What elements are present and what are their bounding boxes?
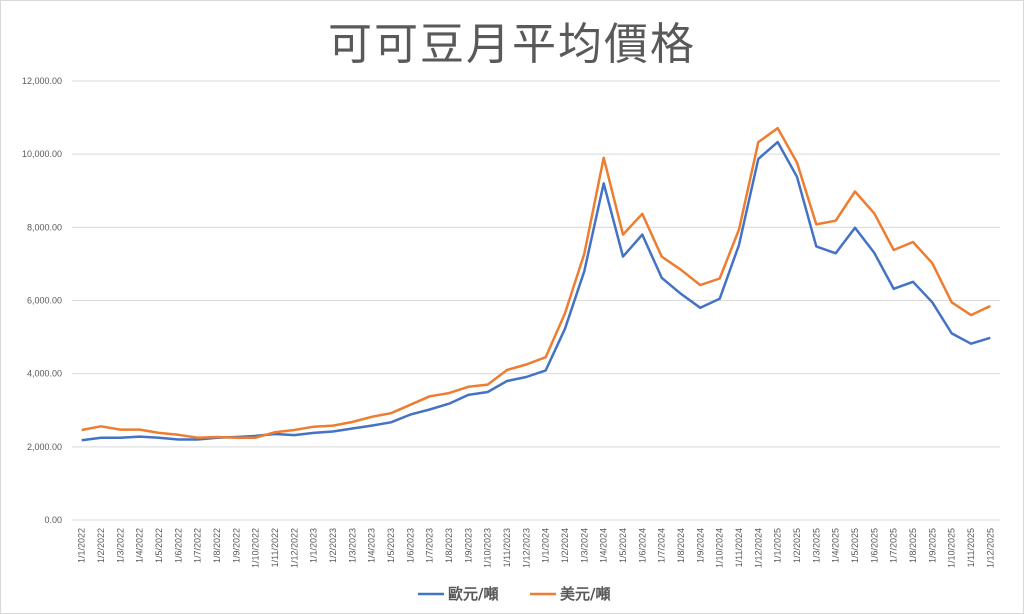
x-tick-label: 1/8/2023 [444,528,454,563]
series-line-1 [81,126,991,439]
x-tick-label: 1/6/2023 [405,528,415,563]
x-tick-label: 1/7/2022 [193,528,203,563]
y-tick-label: 4,000.00 [27,369,62,379]
x-tick-label: 1/3/2025 [811,528,821,563]
x-tick-label: 1/4/2023 [367,528,377,563]
x-tick-label: 1/4/2025 [831,528,841,563]
x-tick-label: 1/1/2024 [541,528,551,563]
x-tick-label: 1/2/2022 [96,528,106,563]
x-tick-label: 1/9/2024 [695,528,705,563]
x-tick-label: 1/5/2024 [618,528,628,563]
series-line-0 [81,140,991,442]
x-tick-label: 1/11/2022 [270,528,280,567]
x-tick-label: 1/10/2024 [715,528,725,568]
x-tick-label: 1/11/2025 [966,528,976,567]
gridlines [72,80,1000,521]
y-tick-label: 0.00 [44,515,62,525]
x-tick-label: 1/8/2022 [212,528,222,563]
y-axis-ticks: 0.00 2,000.00 4,000.00 6,000.00 8,000.00 10,0… [22,76,62,525]
x-tick-label: 1/7/2023 [425,528,435,563]
x-tick-label: 1/7/2024 [657,528,667,563]
legend-label: 歐元/噸 [448,585,498,603]
x-tick-label: 1/12/2022 [289,528,299,568]
x-tick-label: 1/10/2023 [483,528,493,568]
x-tick-label: 1/2/2024 [560,528,570,563]
x-tick-label: 1/6/2025 [869,528,879,563]
x-tick-label: 1/4/2024 [599,528,609,563]
x-tick-label: 1/7/2025 [889,528,899,563]
x-tick-label: 1/9/2022 [231,528,241,563]
x-tick-label: 1/11/2024 [734,528,744,567]
x-tick-label: 1/6/2024 [637,528,647,563]
x-tick-label: 1/1/2022 [77,528,87,563]
y-tick-label: 2,000.00 [27,442,62,452]
x-tick-label: 1/5/2025 [850,528,860,563]
legend: 歐元/噸 美元/噸 [418,585,610,603]
x-tick-label: 1/10/2025 [947,528,957,568]
x-tick-label: 1/6/2022 [173,528,183,563]
x-tick-label: 1/12/2025 [985,528,995,568]
x-tick-label: 1/8/2025 [908,528,918,563]
x-tick-label: 1/4/2022 [135,528,145,563]
x-tick-label: 1/8/2024 [676,528,686,563]
chart-title: 可可豆月平均價格 [328,19,696,70]
x-tick-label: 1/12/2024 [753,528,763,568]
x-tick-label: 1/1/2025 [773,528,783,563]
x-tick-label: 1/2/2023 [328,528,338,563]
series-lines [81,126,991,442]
y-tick-label: 12,000.00 [22,76,62,86]
legend-label: 美元/噸 [560,585,610,603]
x-axis-ticks: 1/1/2022 1/2/2022 1/3/2022 1/4/2022 1/5/2022… [77,528,996,568]
y-tick-label: 6,000.00 [27,296,62,306]
x-tick-label: 1/5/2023 [386,528,396,563]
x-tick-label: 1/3/2024 [579,528,589,563]
x-tick-label: 1/1/2023 [309,528,319,563]
x-tick-label: 1/3/2022 [115,528,125,563]
x-tick-label: 1/2/2025 [792,528,802,563]
x-tick-label: 1/12/2023 [521,528,531,568]
y-tick-label: 10,000.00 [22,149,62,159]
x-tick-label: 1/11/2023 [502,528,512,567]
y-tick-label: 8,000.00 [27,222,62,232]
x-tick-label: 1/3/2023 [347,528,357,563]
x-tick-label: 1/10/2022 [251,528,261,568]
x-tick-label: 1/9/2023 [463,528,473,563]
x-tick-label: 1/9/2025 [927,528,937,563]
x-tick-label: 1/5/2022 [154,528,164,563]
